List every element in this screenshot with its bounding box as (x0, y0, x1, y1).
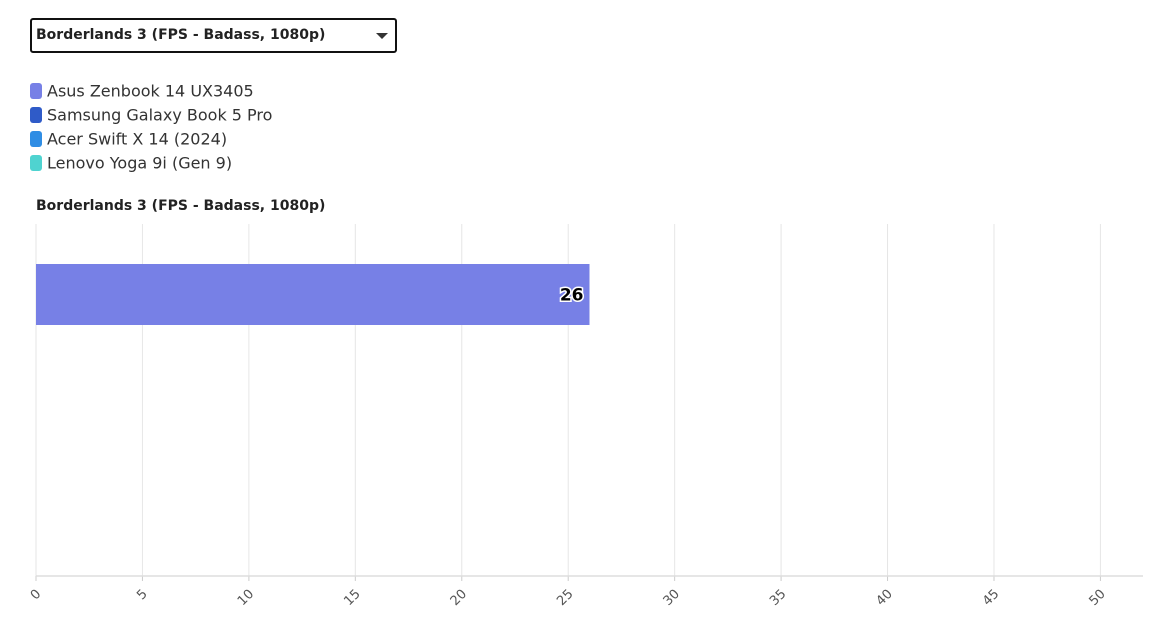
legend-swatch (30, 107, 42, 123)
x-tick-label: 15 (341, 587, 363, 609)
x-tick-label: 20 (448, 587, 470, 609)
chart-select[interactable]: Borderlands 3 (FPS - Badass, 1080p) (30, 18, 397, 53)
legend-label: Asus Zenbook 14 UX3405 (47, 82, 254, 101)
x-tick-label: 5 (134, 587, 150, 603)
select-label[interactable]: Borderlands 3 (FPS - Badass, 1080p) (36, 27, 326, 43)
x-tick-label: 35 (767, 587, 789, 609)
x-tick-label: 0 (28, 587, 44, 603)
legend-label: Acer Swift X 14 (2024) (47, 130, 227, 149)
select-arrow[interactable] (376, 33, 388, 39)
legend-swatch (30, 83, 42, 99)
x-tick-label: 50 (1086, 587, 1108, 609)
bar (36, 264, 590, 325)
data-label: 26 (560, 286, 584, 306)
x-tick-label: 10 (235, 587, 257, 609)
x-tick-label: 45 (980, 587, 1002, 609)
chart-title: Borderlands 3 (FPS - Badass, 1080p) (36, 198, 325, 214)
x-tick-label: 40 (874, 587, 896, 609)
legend-swatch (30, 155, 42, 171)
x-tick-label: 25 (554, 587, 576, 609)
legend-label: Samsung Galaxy Book 5 Pro (47, 106, 272, 125)
x-tick-label: 30 (661, 587, 683, 609)
legend-swatch (30, 131, 42, 147)
legend-label: Lenovo Yoga 9i (Gen 9) (47, 154, 232, 173)
